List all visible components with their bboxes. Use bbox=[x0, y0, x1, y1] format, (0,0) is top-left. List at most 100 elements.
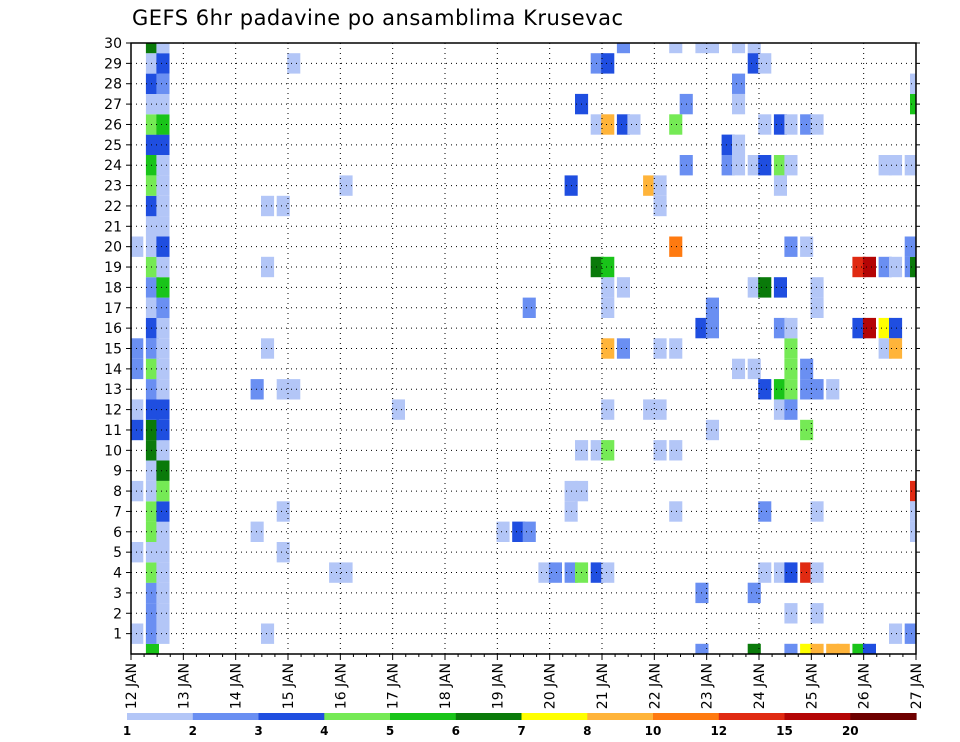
heatmap-cell bbox=[601, 256, 615, 278]
colorbar-segment bbox=[192, 713, 260, 720]
heatmap-cell bbox=[590, 440, 604, 461]
x-tick-label: 18 JAN bbox=[438, 663, 454, 709]
heatmap-cell bbox=[145, 297, 159, 318]
colorbar-label: 2 bbox=[189, 724, 197, 738]
heatmap-cell bbox=[862, 256, 876, 278]
y-tick-label: 19 bbox=[104, 260, 122, 276]
x-tick-label: 12 JAN bbox=[124, 663, 140, 709]
colorbar-label: 7 bbox=[517, 724, 525, 738]
heatmap-cell bbox=[852, 317, 866, 339]
colorbar-label: 15 bbox=[776, 724, 793, 738]
colorbar-label: 1 bbox=[123, 724, 131, 738]
heatmap-cell bbox=[250, 379, 264, 400]
colorbar-label: 10 bbox=[645, 724, 662, 738]
heatmap-cell bbox=[810, 501, 824, 522]
x-tick-label: 22 JAN bbox=[647, 663, 663, 709]
heatmap-cell bbox=[747, 277, 761, 298]
heatmap-cell bbox=[131, 399, 144, 420]
heatmap-cell bbox=[156, 297, 170, 318]
heatmap-cell bbox=[889, 623, 903, 644]
heatmap-cell bbox=[889, 256, 903, 278]
heatmap-cell bbox=[145, 317, 159, 339]
heatmap-cell bbox=[548, 562, 562, 583]
heatmap-cell bbox=[145, 643, 159, 654]
colorbar-label: 6 bbox=[452, 724, 460, 738]
heatmap-cell bbox=[758, 114, 772, 135]
heatmap-cell bbox=[669, 43, 683, 54]
y-tick-label: 30 bbox=[104, 36, 122, 52]
y-tick-label: 20 bbox=[104, 240, 122, 256]
heatmap-cell bbox=[616, 338, 630, 359]
heatmap-cell bbox=[156, 480, 170, 502]
heatmap-cell bbox=[156, 134, 170, 155]
heatmap-cell bbox=[156, 175, 170, 196]
heatmap-cell bbox=[784, 114, 798, 135]
heatmap-cell bbox=[669, 501, 683, 522]
heatmap-cell bbox=[156, 562, 170, 583]
colorbar-segment bbox=[324, 713, 391, 720]
colorbar-label: 8 bbox=[583, 724, 591, 738]
heatmap-cell bbox=[810, 114, 824, 135]
colorbar-label: 5 bbox=[386, 724, 394, 738]
heatmap-cell bbox=[145, 480, 159, 502]
heatmap-cell bbox=[590, 114, 604, 135]
heatmap-cell bbox=[145, 256, 159, 278]
heatmap-cell bbox=[653, 440, 667, 461]
heatmap-cell bbox=[810, 643, 824, 654]
heatmap-cell bbox=[653, 399, 667, 420]
x-tick-label: 16 JAN bbox=[333, 663, 349, 709]
heatmap-cell bbox=[721, 134, 735, 155]
heatmap-cell bbox=[156, 338, 170, 359]
heatmap-cell bbox=[732, 93, 746, 115]
x-tick-label: 14 JAN bbox=[229, 663, 245, 709]
heatmap-cell bbox=[538, 562, 552, 583]
heatmap-cell bbox=[287, 53, 301, 74]
heatmap-cell bbox=[747, 155, 761, 176]
heatmap-cell bbox=[156, 216, 170, 237]
heatmap-cell bbox=[669, 440, 683, 461]
heatmap-cell bbox=[145, 399, 159, 420]
heatmap-cell bbox=[732, 155, 746, 176]
heatmap-cell bbox=[601, 277, 615, 298]
y-tick-label: 29 bbox=[104, 56, 122, 72]
y-tick-label: 10 bbox=[104, 443, 122, 459]
heatmap-cell bbox=[156, 114, 170, 135]
heatmap-cell bbox=[145, 236, 159, 257]
heatmap-cell bbox=[889, 317, 903, 339]
colorbar-segment bbox=[390, 713, 457, 720]
heatmap-cell bbox=[131, 480, 144, 502]
colorbar-segment bbox=[850, 713, 917, 720]
colorbar-label: 12 bbox=[710, 724, 727, 738]
heatmap-cell bbox=[810, 603, 824, 624]
y-tick-label: 28 bbox=[104, 77, 122, 93]
colorbar-segment bbox=[127, 713, 194, 720]
heatmap-cell bbox=[889, 155, 903, 176]
heatmap-cell bbox=[276, 542, 290, 563]
heatmap-cell bbox=[145, 440, 159, 461]
heatmap-cell bbox=[276, 379, 290, 400]
heatmap-cell bbox=[653, 338, 667, 359]
heatmap-cell bbox=[145, 114, 159, 135]
plot-frame bbox=[130, 42, 917, 655]
heatmap-cell bbox=[784, 236, 798, 257]
heatmap-cell bbox=[695, 43, 709, 54]
y-tick-label: 18 bbox=[104, 280, 122, 296]
x-tick-label: 27 JAN bbox=[909, 663, 925, 709]
heatmap-cell bbox=[773, 114, 787, 135]
heatmap-cell bbox=[904, 623, 916, 644]
heatmap-cell bbox=[145, 460, 159, 481]
y-tick-label: 7 bbox=[113, 504, 122, 520]
heatmap-cell bbox=[522, 521, 536, 542]
heatmap-cell bbox=[705, 317, 719, 339]
heatmap-cell bbox=[601, 338, 615, 359]
y-tick-label: 4 bbox=[113, 566, 122, 582]
heatmap-cell bbox=[601, 297, 615, 318]
heatmap-cell bbox=[145, 419, 159, 441]
heatmap-cell bbox=[758, 501, 772, 522]
heatmap-cell bbox=[889, 338, 903, 359]
y-tick-label: 24 bbox=[104, 158, 122, 174]
heatmap-cell bbox=[329, 562, 343, 583]
colorbar-segment bbox=[587, 713, 654, 720]
heatmap-cell bbox=[261, 195, 275, 217]
